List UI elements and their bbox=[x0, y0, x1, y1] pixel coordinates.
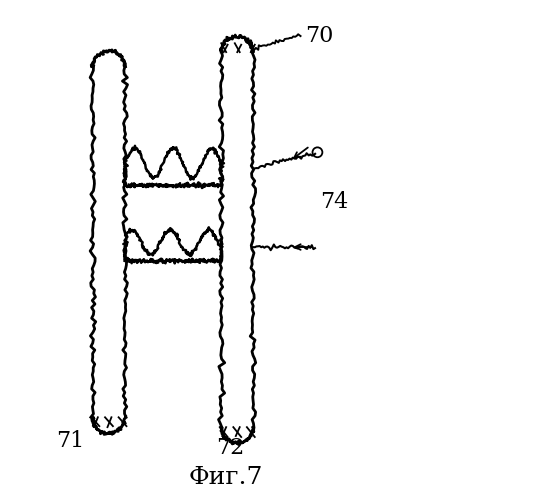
Text: 72: 72 bbox=[217, 437, 245, 459]
Text: Фиг.7: Фиг.7 bbox=[189, 466, 263, 489]
Text: 74: 74 bbox=[320, 191, 348, 213]
Text: 70: 70 bbox=[305, 25, 333, 47]
Text: 71: 71 bbox=[56, 430, 84, 452]
